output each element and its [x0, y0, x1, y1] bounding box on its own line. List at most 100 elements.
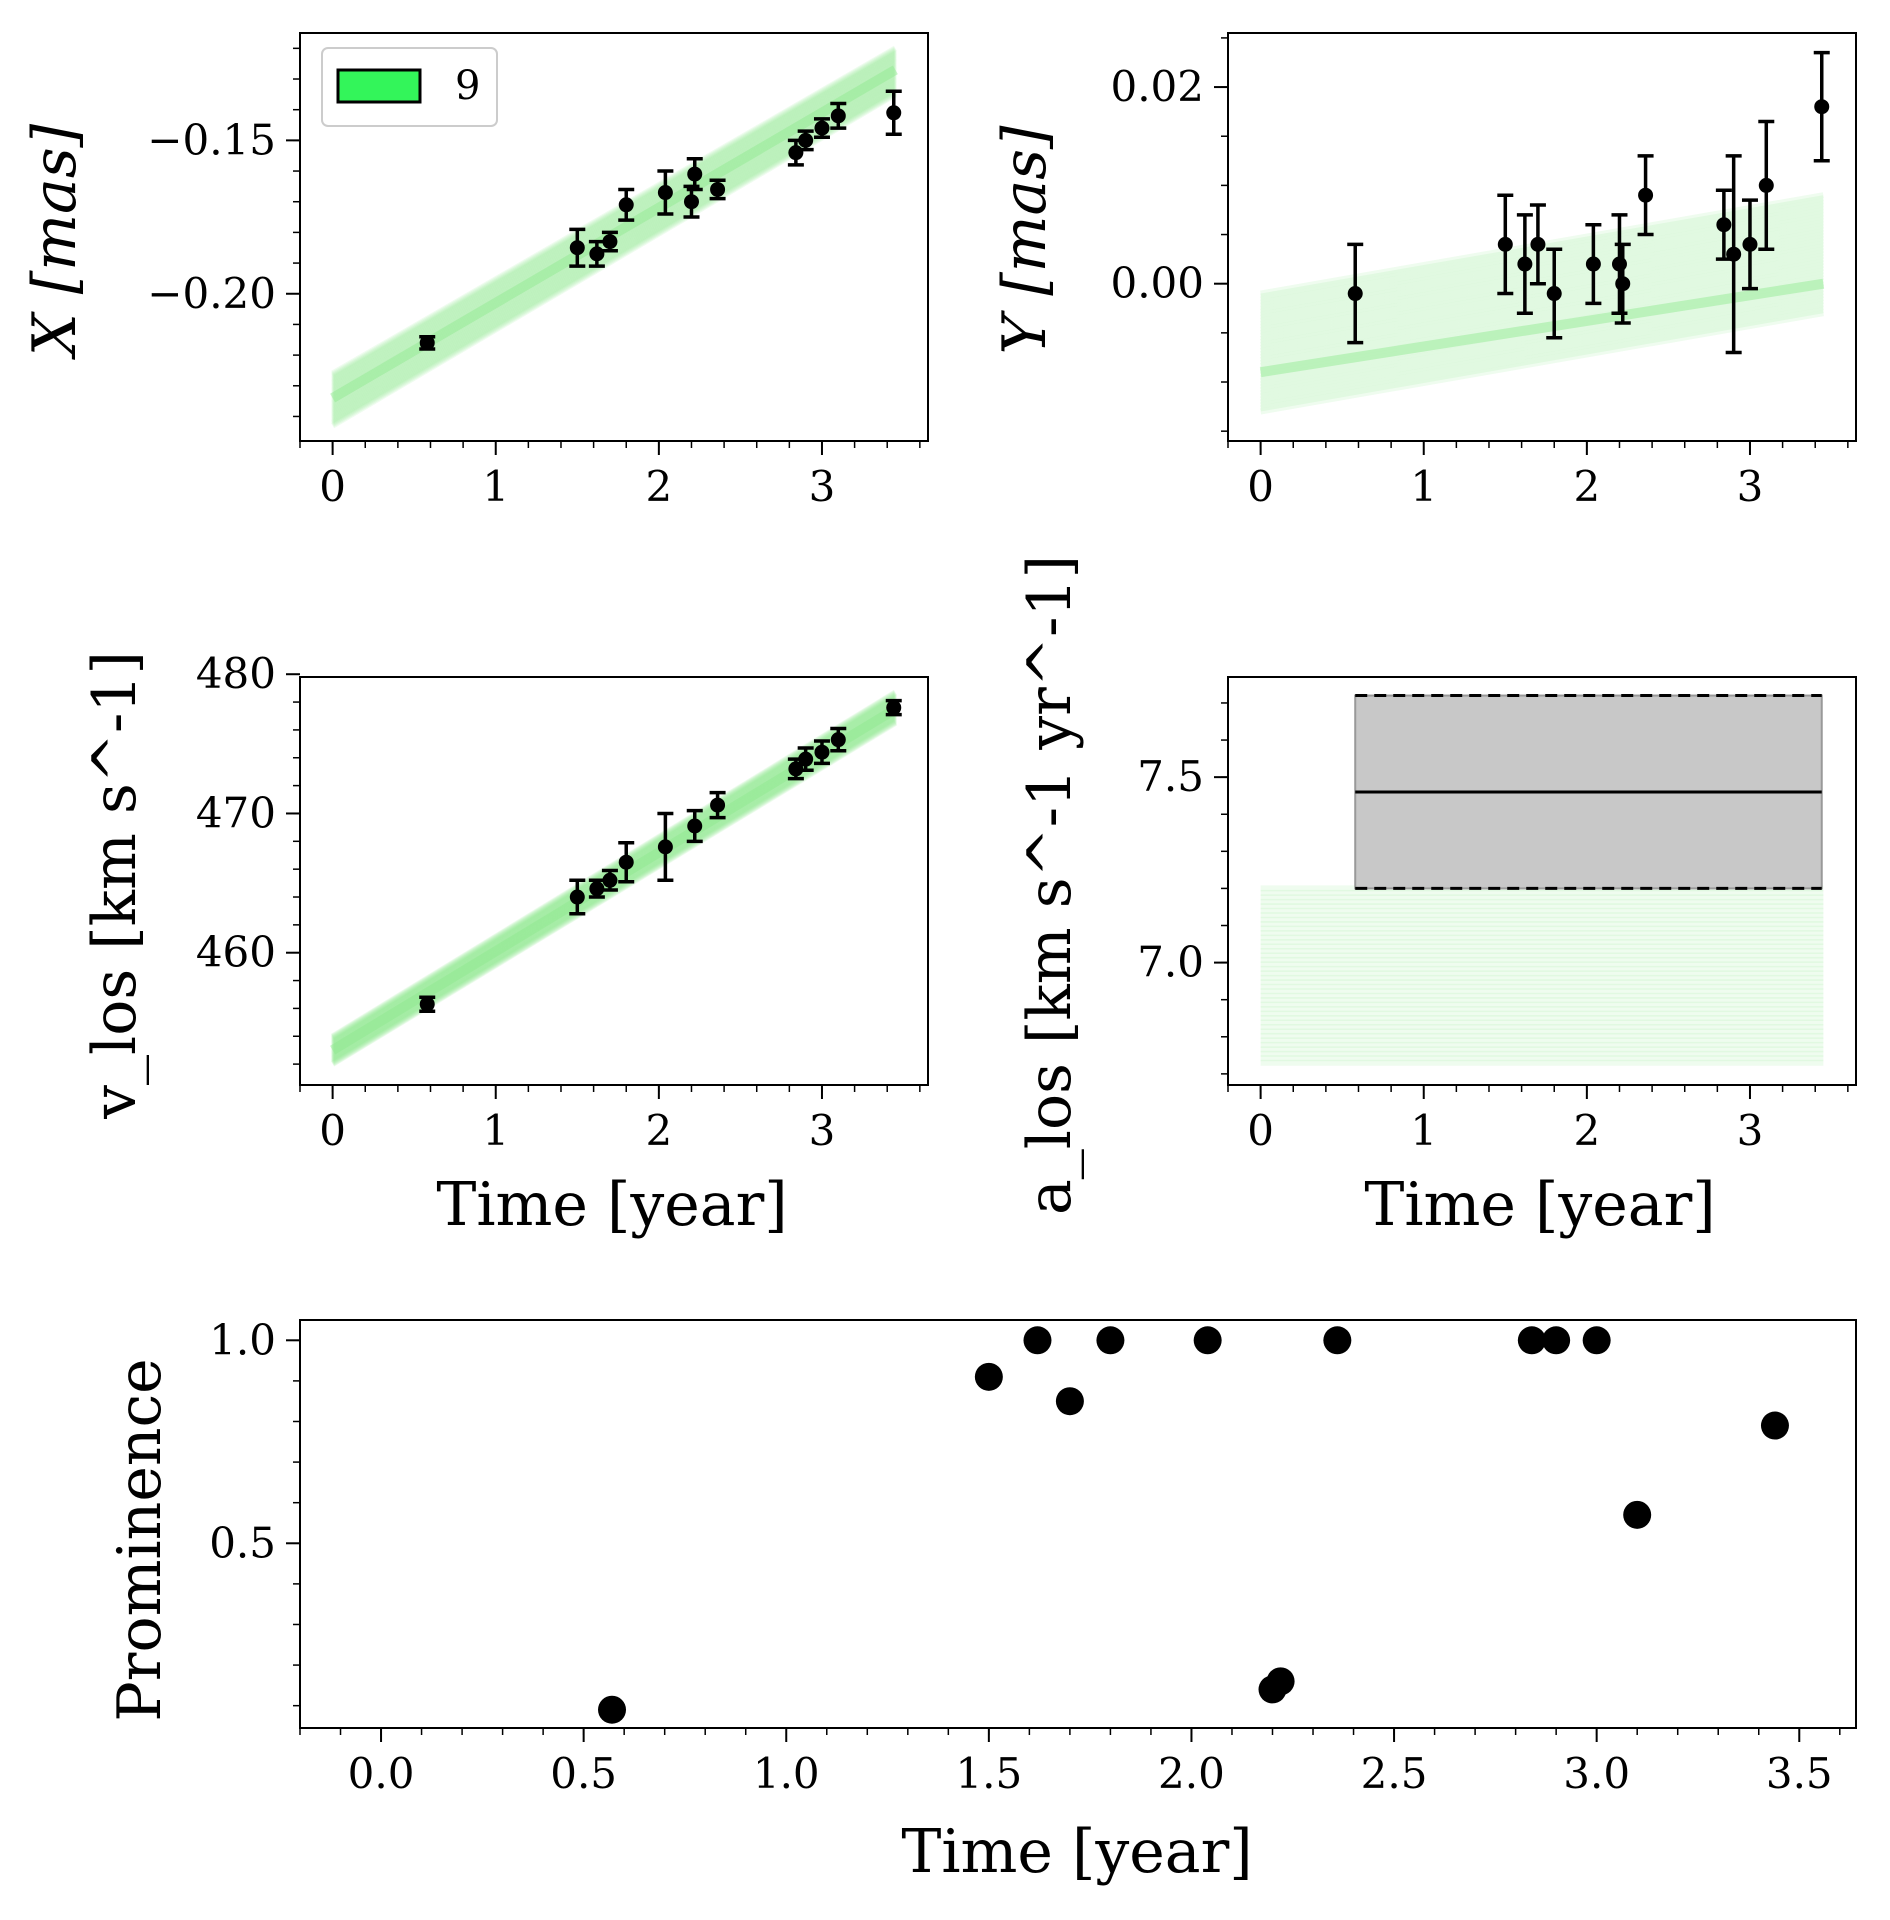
prominence-data-point — [1055, 1387, 1084, 1416]
ylabel-prominence: Prominence — [105, 1358, 175, 1721]
ylabel-los-acceleration: a_los [km s^-1 yr^-1] — [1015, 555, 1085, 1215]
los-velocity-data-point — [709, 790, 726, 820]
x-position-model-line — [331, 56, 897, 389]
los-velocity-marker — [589, 881, 605, 897]
los-velocity-model-line — [331, 690, 897, 1040]
los-velocity-data-point — [419, 995, 436, 1013]
y-position-data-point — [1813, 50, 1830, 163]
los-velocity-ytick-label: 480 — [196, 649, 276, 698]
prominence-marker — [1582, 1326, 1611, 1355]
ylabel-x-position-text: X [mas] — [20, 123, 90, 360]
y-position-data-point — [1529, 203, 1546, 286]
los-velocity-axes-frame — [299, 676, 929, 1086]
x-position-axes-frame — [299, 32, 929, 442]
y-position-model-line — [1260, 264, 1824, 370]
y-position-model-line — [1260, 283, 1824, 388]
x-position-xtick-label: 1 — [482, 462, 509, 511]
y-position-marker — [1546, 286, 1562, 302]
x-position-data-point — [618, 187, 635, 222]
x-position-marker — [886, 105, 902, 121]
los-acceleration-ytick-label: 7.5 — [1137, 752, 1204, 801]
los-acceleration-axes-frame — [1227, 676, 1857, 1086]
prominence-data-point — [598, 1695, 627, 1724]
y-position-model-centre-line — [1259, 278, 1825, 378]
xlabel-los-velocity: Time [year] — [436, 1170, 787, 1240]
x-position-marker — [569, 240, 585, 256]
y-position-model-line — [1260, 270, 1824, 376]
prominence-data-point — [1517, 1326, 1546, 1355]
prominence-marker — [1323, 1326, 1352, 1355]
y-position-marker — [1716, 217, 1732, 233]
x-position-model-line — [331, 49, 897, 381]
x-position-data-point — [588, 239, 605, 268]
prominence-xtick-label: 2.5 — [1361, 1749, 1428, 1798]
x-position-marker — [618, 197, 634, 213]
los-velocity-data-point — [618, 840, 635, 884]
los-velocity-plot-area — [330, 689, 902, 1067]
los-velocity-data-point — [686, 808, 703, 844]
panel-los-acceleration: 0 1 2 3 7.0 7.5 — [1137, 676, 1857, 1155]
prominence-data-point — [1096, 1326, 1125, 1355]
prominence-data-point — [1266, 1667, 1295, 1696]
los-velocity-marker — [618, 854, 634, 870]
x-position-plot-area — [330, 45, 902, 429]
x-position-data-point — [813, 117, 830, 140]
x-position-xtick-label: 3 — [809, 462, 836, 511]
prominence-data-point — [1542, 1326, 1571, 1355]
y-position-xtick-label: 3 — [1737, 462, 1764, 511]
los-velocity-ytick-label: 470 — [196, 788, 276, 837]
prominence-marker — [1760, 1411, 1789, 1440]
los-velocity-model-line — [331, 692, 897, 1042]
los-acceleration-xtick-label: 2 — [1573, 1106, 1600, 1155]
los-velocity-data-point — [830, 726, 847, 753]
legend-patch — [336, 68, 422, 104]
prominence-marker — [1623, 1500, 1652, 1529]
prominence-xtick-label: 2.0 — [1158, 1749, 1225, 1798]
x-position-marker — [419, 335, 435, 351]
los-velocity-marker — [657, 839, 673, 855]
prominence-marker — [974, 1362, 1003, 1391]
y-position-marker — [1347, 286, 1363, 302]
y-position-model-line — [1260, 279, 1824, 385]
los-velocity-data-point — [885, 698, 902, 717]
los-velocity-marker — [687, 818, 703, 834]
x-position-model-line — [331, 55, 897, 387]
x-position-model-line — [331, 48, 897, 379]
los-velocity-data-point — [657, 811, 674, 883]
x-position-ytick-label: −0.20 — [147, 269, 276, 318]
x-position-marker — [683, 194, 699, 210]
los-velocity-data-point — [797, 746, 814, 773]
x-position-data-point — [885, 89, 902, 136]
y-position-xtick-label: 0 — [1247, 462, 1274, 511]
x-position-data-point — [657, 169, 674, 216]
y-position-model-line — [1260, 267, 1824, 373]
y-position-marker — [1638, 187, 1654, 203]
x-position-xtick-label: 2 — [645, 462, 672, 511]
prominence-axes-frame — [299, 1319, 1857, 1729]
y-position-data-point — [1725, 154, 1742, 355]
y-position-marker — [1585, 256, 1601, 272]
los-velocity-marker — [710, 797, 726, 813]
prominence-xtick-label: 1.5 — [955, 1749, 1022, 1798]
y-position-marker — [1615, 276, 1631, 292]
y-position-marker — [1742, 236, 1758, 252]
y-position-data-point — [1546, 247, 1563, 340]
y-position-data-point — [1741, 198, 1758, 291]
x-position-model-line — [331, 51, 897, 383]
los-acceleration-xtick-label: 0 — [1247, 1106, 1274, 1155]
y-position-model-line — [1260, 286, 1824, 391]
prominence-ytick-label: 1.0 — [209, 1315, 276, 1364]
x-position-model-line — [331, 89, 897, 426]
prominence-marker — [1266, 1667, 1295, 1696]
prominence-marker — [1096, 1326, 1125, 1355]
x-position-data-point — [569, 227, 586, 268]
ylabel-los-velocity-text: v_los [km s^-1] — [80, 651, 150, 1120]
prominence-marker — [1517, 1326, 1546, 1355]
prominence-plot-area — [598, 1326, 1789, 1724]
x-position-marker — [830, 108, 846, 124]
ylabel-prominence-text: Prominence — [105, 1358, 175, 1721]
x-position-model-line — [331, 54, 897, 386]
los-velocity-model-line — [331, 691, 897, 1041]
ylabel-los-acceleration-text: a_los [km s^-1 yr^-1] — [1015, 555, 1085, 1215]
